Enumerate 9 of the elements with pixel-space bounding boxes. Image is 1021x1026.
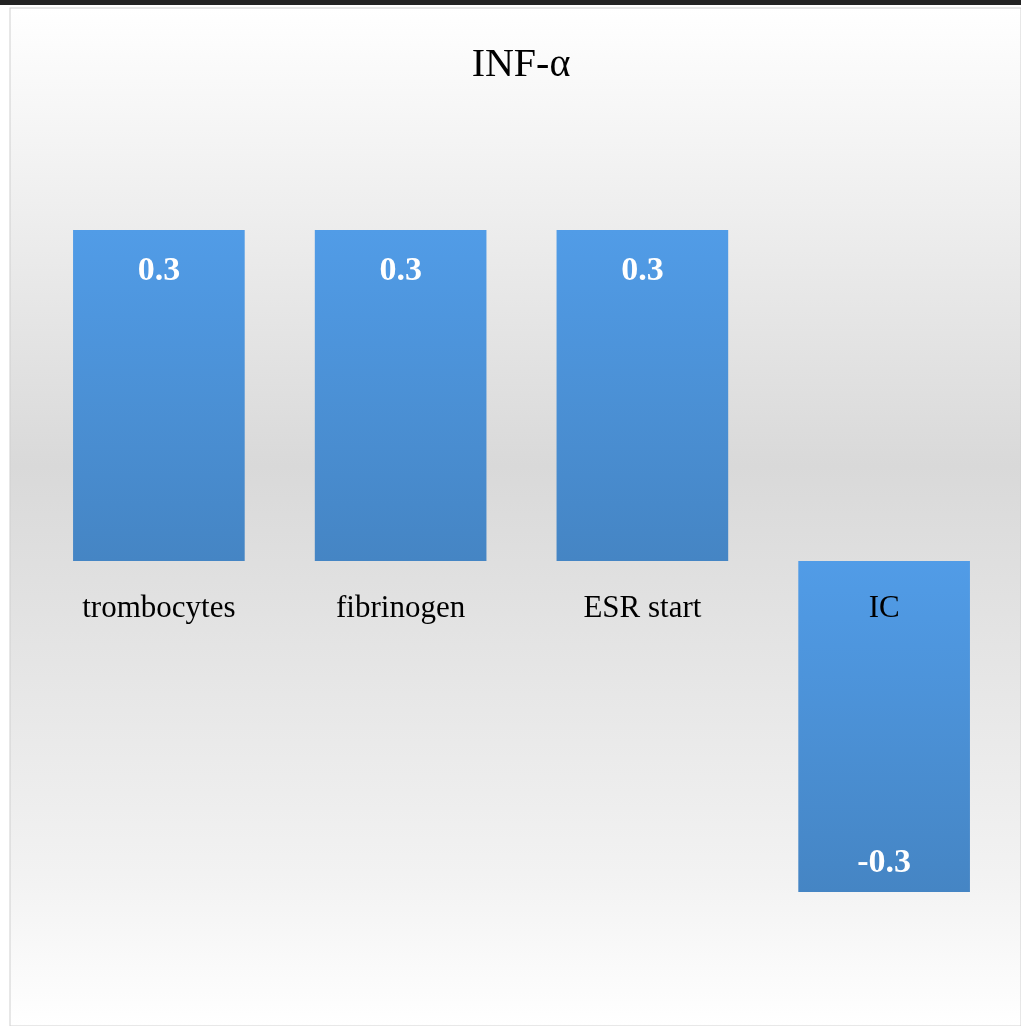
data-label: -0.3 (857, 842, 912, 879)
data-label: 0.3 (137, 250, 181, 287)
x-tick-label: trombocytes (82, 589, 236, 624)
data-label: 0.3 (621, 250, 664, 287)
chart-title: INF-α (471, 40, 571, 85)
data-label: 0.3 (379, 250, 422, 287)
x-tick-label: ESR start (583, 589, 702, 624)
x-tick-label: fibrinogen (336, 589, 466, 624)
x-tick-label: IC (868, 589, 900, 624)
